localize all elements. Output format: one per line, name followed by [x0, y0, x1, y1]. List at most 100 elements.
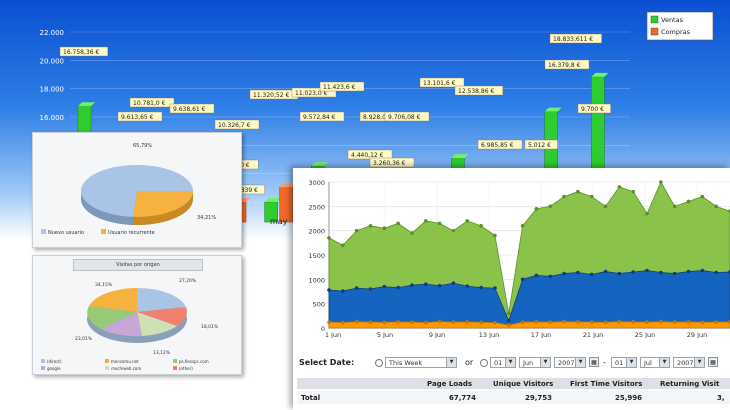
bar-data-label: 11.423,6 €	[323, 84, 356, 91]
area-point	[617, 319, 622, 324]
bar-data-label: 9.613,65 €	[121, 114, 154, 121]
area-point	[423, 219, 428, 223]
bar-data-label: 12.538,86 €	[458, 88, 494, 95]
area-point	[700, 194, 705, 199]
range-select[interactable]: This Week ▼	[385, 357, 457, 368]
legend-ventas: Ventas	[661, 16, 684, 24]
col-page-loads: Page Loads	[427, 380, 473, 388]
area-point	[410, 231, 414, 235]
bar-data-label: 9.706,08 €	[388, 114, 421, 121]
unique-visitors-total: 29,753	[525, 394, 553, 402]
area-point	[672, 271, 677, 276]
area-point	[631, 189, 636, 194]
from-year-select[interactable]: 2007 ▼	[554, 357, 586, 368]
bar-data-label: 4.440,12 €	[351, 152, 384, 159]
bar-data-label: 11.320,52 €	[253, 92, 289, 99]
area-point	[686, 269, 691, 274]
stats-header-row: Page Loads Unique Visitors First Time Vi…	[297, 378, 730, 389]
bar-data-label: 8.928,0 €	[363, 114, 392, 121]
area-x-tick: 21 Jun	[583, 331, 604, 338]
pie1-pct-top: 65,79%	[133, 143, 152, 149]
area-point	[396, 221, 400, 226]
from-day-select[interactable]: 01 ▼	[490, 357, 516, 368]
area-point	[576, 270, 580, 275]
pie2-label-1: 27,20%	[179, 278, 197, 284]
area-point	[506, 318, 511, 323]
bar-data-label-box	[549, 33, 602, 44]
from-month-select[interactable]: Jun ▼	[519, 357, 551, 368]
traffic-area-chart-panel: 3000 2500 2000 1500 1000 500 0 1 Jun 5 Jun 9 Jun…	[293, 168, 730, 410]
to-day-select[interactable]: 01 ▼	[611, 357, 637, 368]
pie1-slice-recurrente	[133, 191, 193, 217]
bar-data-label-box	[169, 103, 215, 114]
area-point	[396, 285, 400, 290]
bar-data-label: 9.700 €	[581, 106, 604, 113]
first-time-visitors-total: 25,996	[615, 394, 643, 402]
bar-data-label-box	[384, 111, 430, 122]
pie-chart-origin-panel: Visitas por origen 27,20% 34,15% 18,01% …	[32, 255, 242, 375]
date-controls: Select Date: This Week ▼ or 01 ▼ Jun ▼ 2007…	[297, 356, 730, 372]
bar-data-label-box	[369, 157, 415, 168]
chevron-down-icon: ▼	[446, 358, 456, 367]
area-point	[603, 269, 608, 274]
area-point	[659, 270, 663, 275]
to-year-select[interactable]: 2007 ▼	[673, 357, 705, 368]
legend-compras: Compras	[661, 28, 691, 36]
area-point	[534, 273, 539, 278]
area-point	[437, 319, 442, 324]
area-point	[617, 185, 622, 189]
bar-data-label-box	[454, 85, 503, 96]
bar-data-label-box	[477, 139, 523, 150]
area-point	[410, 320, 414, 324]
area-y-tick: 1500	[308, 252, 325, 260]
pie2-legend: (direct) mensamu.net ps.fiesspc.com goog…	[41, 359, 209, 371]
area-y-tick: 2500	[308, 203, 325, 211]
to-month-select[interactable]: Jul ▼	[640, 357, 670, 368]
area-point	[589, 320, 594, 324]
area-point	[589, 194, 594, 199]
chevron-down-icon: ▼	[505, 358, 515, 367]
area-point	[659, 319, 663, 324]
col-unique-visitors: Unique Visitors	[493, 380, 554, 388]
bar-data-label: 10.326,7 €	[218, 122, 251, 129]
pie2-label-3: 18,01%	[201, 324, 219, 330]
area-point	[479, 285, 483, 290]
area-point	[631, 320, 636, 324]
bar-top	[451, 154, 469, 159]
range-radio[interactable]	[375, 359, 383, 367]
area-point	[382, 320, 387, 325]
bar-top	[264, 198, 282, 202]
calendar-icon[interactable]: ▦	[708, 357, 718, 367]
area-point	[382, 226, 387, 231]
col-returning-visitors: Returning Visit	[660, 380, 720, 388]
area-point	[714, 204, 718, 209]
calendar-icon[interactable]: ▦	[589, 357, 599, 367]
area-point	[686, 199, 691, 204]
area-point	[493, 320, 497, 325]
pie2-label-4: 23,01%	[75, 336, 93, 342]
area-point	[645, 268, 649, 273]
area-point	[617, 271, 622, 276]
area-point	[686, 320, 691, 324]
bar-data-label: 16.379,8 €	[548, 62, 581, 69]
select-date-label: Select Date:	[299, 358, 355, 367]
area-x-tick: 1 Jun	[325, 331, 341, 338]
area-point	[506, 311, 511, 316]
area-y-tick: 1000	[308, 276, 325, 284]
bar-top	[544, 107, 562, 112]
area-point	[451, 281, 456, 286]
legend-compras-swatch	[650, 27, 659, 36]
bar-data-label: 16.758,36 €	[63, 49, 99, 56]
area-point	[534, 320, 539, 324]
area-point	[479, 224, 483, 228]
area-point	[631, 270, 636, 274]
bar-top	[78, 102, 95, 107]
area-point	[645, 211, 649, 216]
area-point	[327, 320, 331, 324]
table-row: Total 67,774 29,753 25,996 3,	[297, 391, 730, 404]
stats-table: Page Loads Unique Visitors First Time Vi…	[297, 378, 730, 410]
chevron-down-icon: ▼	[575, 358, 585, 367]
custom-range-radio[interactable]	[480, 359, 488, 367]
bar-legend: Ventas Compras	[646, 11, 714, 41]
bar-y-tick: 18.000	[40, 86, 65, 94]
